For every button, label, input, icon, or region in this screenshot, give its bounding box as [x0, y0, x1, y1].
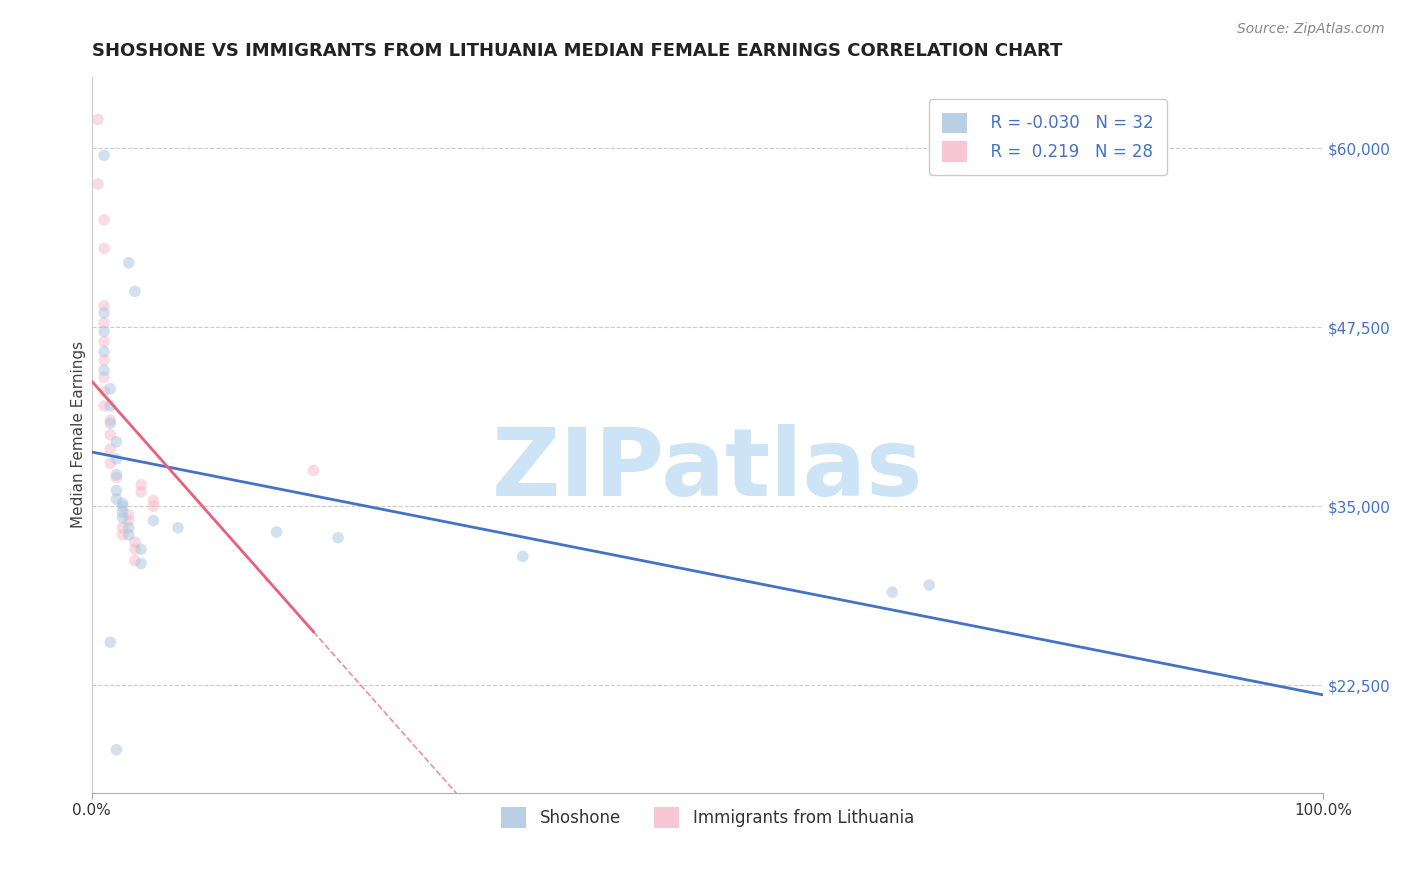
Point	[105, 452, 128, 467]
Point	[87, 177, 110, 191]
Point	[326, 531, 349, 545]
Point	[105, 434, 128, 449]
Point	[105, 483, 128, 498]
Point	[98, 442, 121, 456]
Point	[142, 493, 165, 508]
Point	[93, 299, 115, 313]
Text: SHOSHONE VS IMMIGRANTS FROM LITHUANIA MEDIAN FEMALE EARNINGS CORRELATION CHART: SHOSHONE VS IMMIGRANTS FROM LITHUANIA ME…	[91, 42, 1062, 60]
Point	[118, 528, 141, 542]
Point	[118, 521, 141, 535]
Point	[93, 148, 115, 162]
Point	[105, 742, 128, 756]
Point	[111, 505, 134, 519]
Point	[93, 353, 115, 368]
Point	[98, 413, 121, 427]
Point	[124, 535, 146, 549]
Point	[105, 467, 128, 482]
Point	[93, 384, 115, 399]
Point	[98, 399, 121, 413]
Point	[167, 521, 190, 535]
Point	[93, 325, 115, 339]
Point	[124, 542, 146, 557]
Point	[93, 212, 115, 227]
Point	[118, 514, 141, 528]
Point	[129, 557, 152, 571]
Point	[93, 370, 115, 384]
Point	[118, 508, 141, 522]
Point	[142, 514, 165, 528]
Point	[118, 256, 141, 270]
Point	[93, 306, 115, 320]
Point	[111, 500, 134, 514]
Point	[142, 500, 165, 514]
Point	[93, 399, 115, 413]
Point	[93, 334, 115, 349]
Point	[98, 416, 121, 430]
Legend: Shoshone, Immigrants from Lithuania: Shoshone, Immigrants from Lithuania	[495, 801, 921, 834]
Point	[93, 363, 115, 377]
Point	[124, 285, 146, 299]
Text: ZIPatlas: ZIPatlas	[492, 425, 924, 516]
Point	[111, 528, 134, 542]
Point	[98, 427, 121, 442]
Point	[93, 344, 115, 359]
Text: Source: ZipAtlas.com: Source: ZipAtlas.com	[1237, 22, 1385, 37]
Y-axis label: Median Female Earnings: Median Female Earnings	[72, 341, 86, 528]
Point	[882, 585, 904, 599]
Point	[918, 578, 941, 592]
Point	[111, 510, 134, 524]
Point	[98, 382, 121, 396]
Point	[93, 316, 115, 330]
Point	[87, 112, 110, 127]
Point	[302, 463, 325, 477]
Point	[105, 491, 128, 506]
Point	[512, 549, 534, 564]
Point	[105, 470, 128, 484]
Point	[98, 456, 121, 470]
Point	[93, 242, 115, 256]
Point	[98, 635, 121, 649]
Point	[129, 542, 152, 557]
Point	[124, 554, 146, 568]
Point	[111, 521, 134, 535]
Point	[111, 496, 134, 510]
Point	[266, 524, 288, 539]
Point	[129, 484, 152, 499]
Point	[129, 477, 152, 491]
